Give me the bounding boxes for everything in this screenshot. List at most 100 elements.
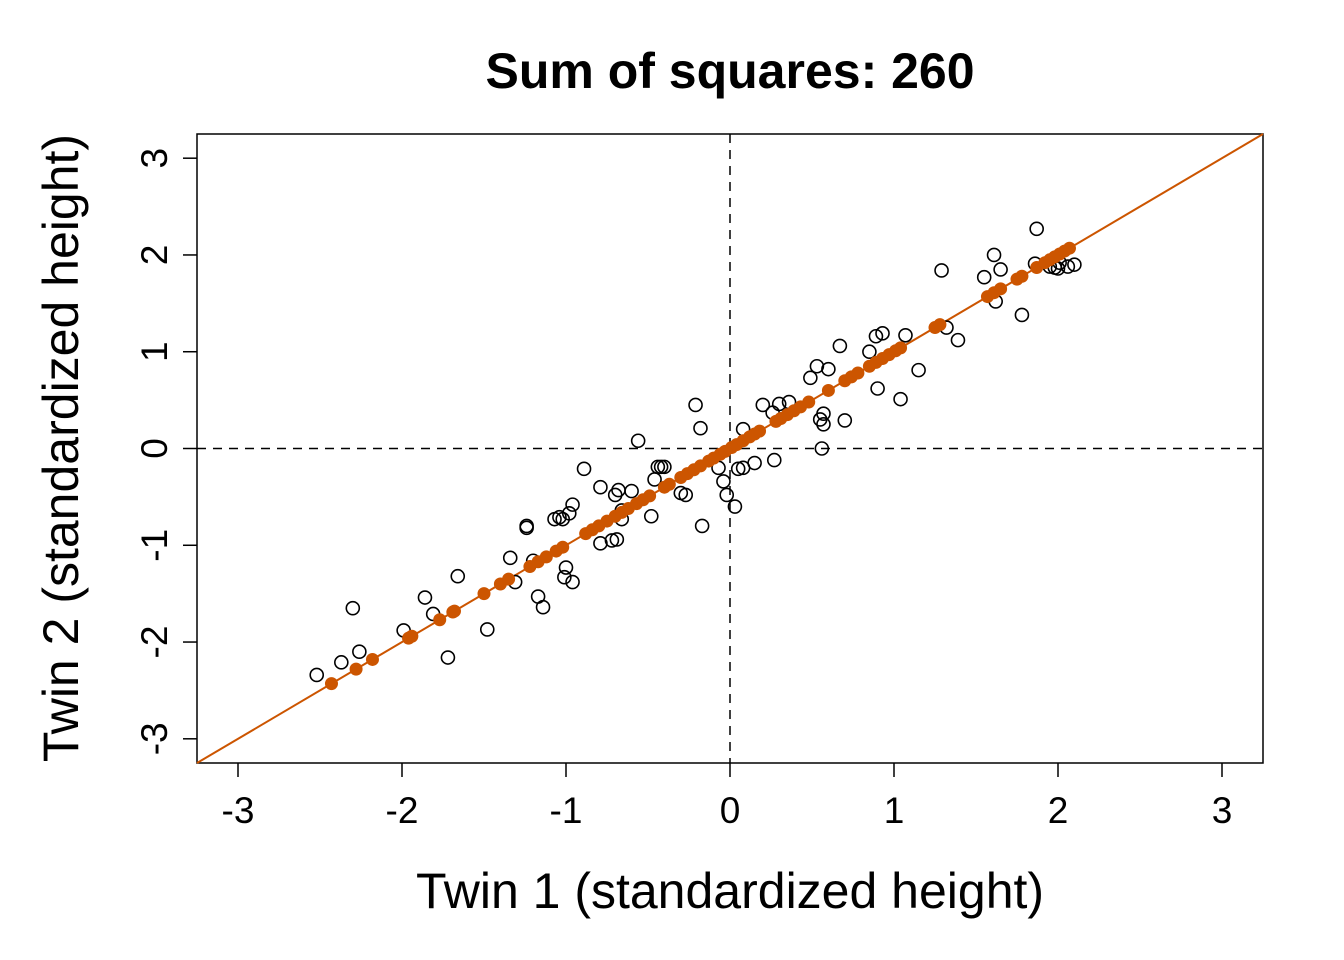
observed-point: [816, 406, 831, 421]
projected-point: [933, 318, 947, 332]
observed-point: [309, 667, 325, 683]
projected-point: [821, 383, 835, 397]
observed-point: [630, 433, 646, 449]
x-tick-label: 0: [720, 790, 741, 831]
observed-point: [519, 520, 534, 536]
chart-title: Sum of squares: 260: [485, 43, 974, 99]
observed-point: [934, 263, 949, 278]
projected-point: [365, 652, 379, 666]
projected-point: [894, 341, 908, 355]
x-tick-label: 3: [1212, 790, 1233, 831]
observed-point: [576, 461, 592, 477]
observed-point: [624, 483, 639, 499]
y-tick-label: -1: [134, 529, 175, 562]
observed-point: [755, 397, 771, 413]
projected-point: [433, 613, 447, 627]
observed-points: [309, 221, 1082, 683]
observed-point: [565, 497, 580, 512]
observed-point: [657, 459, 672, 475]
x-tick-label: -3: [222, 790, 255, 831]
observed-point: [719, 487, 735, 503]
observed-point: [950, 332, 966, 348]
projected-point: [556, 540, 570, 554]
observed-point: [821, 361, 836, 377]
observed-point: [609, 532, 625, 547]
observed-point: [653, 459, 669, 475]
observed-point: [862, 344, 877, 360]
observed-point: [565, 574, 580, 590]
observed-point: [345, 600, 361, 616]
observed-point: [1067, 257, 1082, 272]
observed-point: [893, 391, 908, 407]
projected-point: [502, 572, 516, 586]
y-tick-label: 1: [134, 341, 175, 362]
x-tick-label: 1: [884, 790, 905, 831]
observed-point: [558, 560, 574, 575]
x-tick-label: -1: [550, 790, 583, 831]
projected-point: [1015, 269, 1029, 283]
projected-point: [349, 662, 363, 676]
observed-point: [832, 338, 848, 354]
y-tick-label: -2: [134, 626, 175, 659]
observed-point: [993, 262, 1008, 277]
observed-point: [479, 622, 495, 637]
observed-point: [1029, 221, 1044, 237]
observed-point: [535, 599, 551, 615]
observed-point: [417, 590, 433, 605]
observed-point: [898, 327, 913, 343]
observed-point: [986, 247, 1002, 263]
y-axis-label: Twin 2 (standardized height): [33, 134, 89, 762]
observed-point: [593, 479, 608, 495]
observed-point: [727, 499, 743, 514]
observed-point: [766, 452, 782, 468]
observed-point: [747, 455, 762, 471]
projected-point: [851, 366, 865, 380]
observed-point: [837, 413, 853, 428]
observed-point: [716, 474, 731, 489]
observed-point: [678, 487, 694, 503]
projected-point: [643, 489, 657, 503]
x-tick-label: 2: [1048, 790, 1069, 831]
observed-point: [868, 328, 884, 344]
projected-point: [802, 395, 816, 409]
observed-point: [1014, 307, 1030, 323]
observed-point: [440, 650, 456, 665]
y-tick-label: 3: [134, 148, 175, 169]
projected-point: [477, 587, 491, 601]
projected-point: [539, 550, 553, 564]
observed-point: [911, 362, 926, 378]
y-axis: -3 -2 -1 0 1 2 3: [134, 148, 197, 755]
observed-point: [1060, 259, 1076, 274]
x-axis-label: Twin 1 (standardized height): [416, 863, 1044, 919]
observed-point: [643, 508, 659, 524]
projected-point: [994, 282, 1008, 296]
observed-point: [334, 655, 349, 670]
x-axis: -3 -2 -1 0 1 2 3: [222, 763, 1233, 831]
projected-points: [324, 241, 1076, 691]
observed-point: [976, 269, 992, 285]
x-tick-label: -2: [386, 790, 419, 831]
y-tick-label: 2: [134, 245, 175, 266]
observed-point: [816, 417, 831, 432]
projected-point: [753, 424, 767, 438]
observed-point: [552, 509, 567, 525]
observed-point: [450, 568, 466, 584]
observed-point: [604, 533, 620, 548]
projected-point: [447, 604, 461, 618]
observed-point: [875, 326, 890, 341]
projected-point: [324, 677, 338, 691]
y-tick-label: 0: [134, 438, 175, 459]
observed-point: [870, 381, 885, 396]
observed-point: [557, 569, 572, 585]
projected-point: [662, 477, 676, 491]
observed-point: [771, 396, 787, 412]
observed-point: [352, 644, 367, 660]
observed-point: [803, 370, 818, 386]
y-tick-label: -3: [134, 722, 175, 755]
observed-point: [730, 461, 746, 477]
projected-point: [1062, 241, 1076, 255]
observed-point: [561, 506, 577, 521]
observed-point: [688, 397, 703, 413]
projected-point: [405, 629, 419, 643]
